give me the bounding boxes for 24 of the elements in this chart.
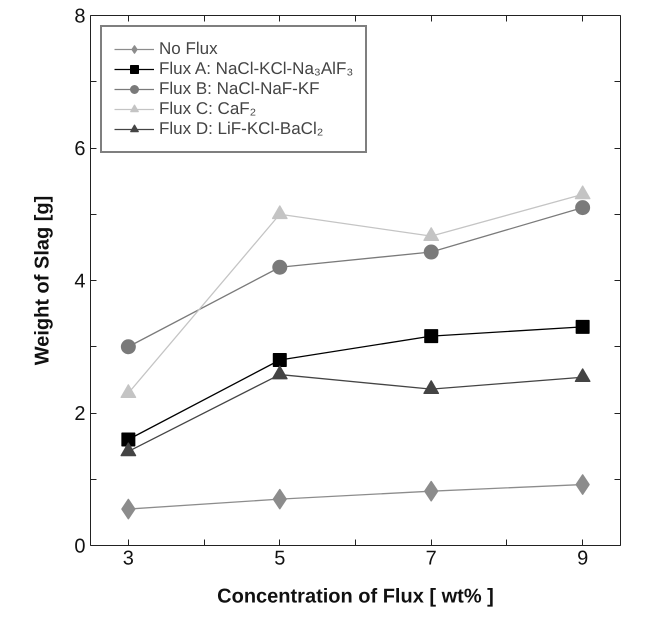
y-axis-title: Weight of Slag [g] <box>31 196 54 366</box>
y-tick-label: 4 <box>74 270 86 292</box>
point <box>272 353 287 367</box>
point <box>120 339 136 354</box>
y-tick-label: 2 <box>74 403 86 425</box>
point <box>121 432 136 446</box>
x-axis-title: Concentration of Flux [ wt% ] <box>217 586 494 608</box>
y-tick-label: 8 <box>74 6 86 28</box>
x-tick-label: 7 <box>426 548 437 570</box>
y-tick-label: 6 <box>74 138 86 160</box>
y-tick-label: 0 <box>74 536 86 558</box>
point <box>575 200 590 216</box>
point <box>424 244 439 260</box>
legend-label: No Flux <box>159 39 218 59</box>
point <box>576 320 590 334</box>
legend-label: Flux C: CaF₂ <box>159 99 256 119</box>
legend-label: Flux A: NaCl-KCl-Na₃AlF₃ <box>159 59 354 79</box>
x-tick-label: 3 <box>122 548 134 570</box>
legend-label: Flux D: LiF-KCl-BaCl₂ <box>159 119 324 139</box>
point <box>272 260 288 275</box>
x-tick-label: 9 <box>577 548 588 570</box>
legend-label: Flux B: NaCl-NaF-KF <box>159 79 320 99</box>
x-tick-label: 5 <box>274 548 286 570</box>
point <box>424 329 438 344</box>
